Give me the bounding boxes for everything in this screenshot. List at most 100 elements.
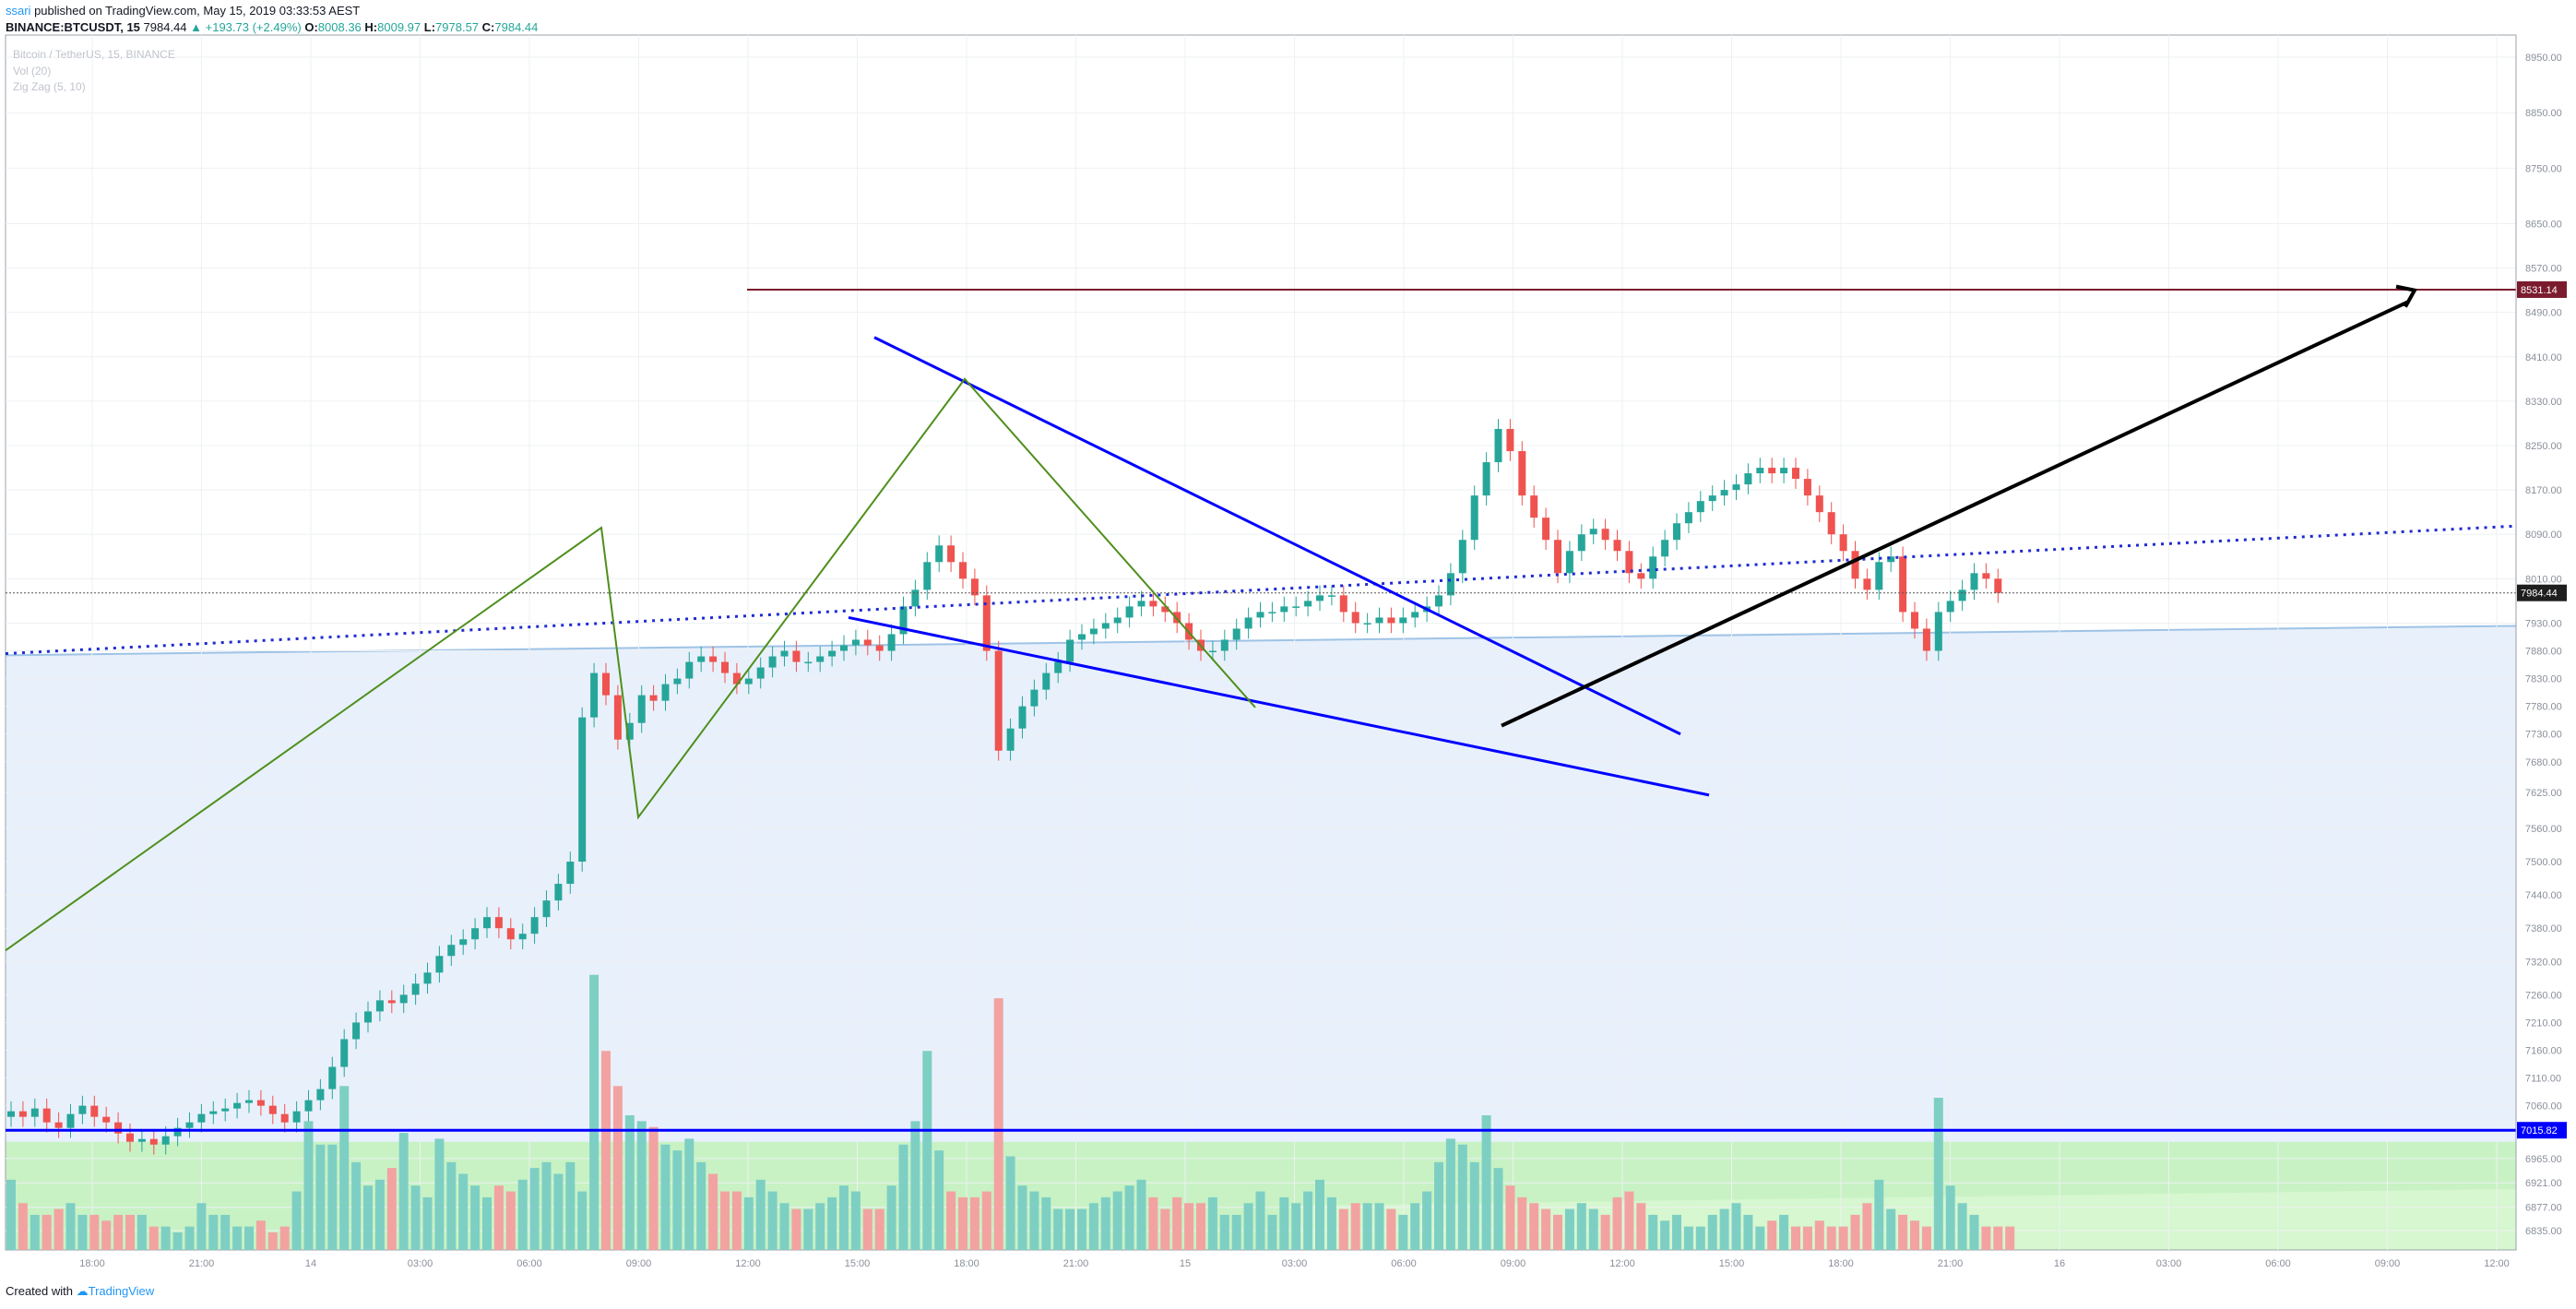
volume-bar [363, 1185, 373, 1250]
candle-body [1994, 578, 2002, 593]
volume-bar [1124, 1185, 1134, 1250]
volume-bar [1410, 1203, 1420, 1250]
high-label: H: [364, 20, 378, 34]
candle-body [1066, 639, 1074, 662]
candle-body [1577, 534, 1585, 552]
x-tick-label: 12:00 [2484, 1258, 2510, 1269]
candle-body [1375, 617, 1383, 624]
volume-bar [1148, 1196, 1158, 1250]
wedge-lower-line [848, 615, 1710, 797]
legend-zigzag: Zig Zag (5, 10) [13, 80, 86, 93]
volume-bar [434, 1138, 445, 1250]
candle-body [1744, 473, 1752, 485]
volume-bar [1434, 1161, 1443, 1250]
volume-bar [1196, 1203, 1205, 1250]
volume-bar [612, 1086, 623, 1250]
candle-body [1565, 551, 1573, 574]
candle-body [673, 678, 682, 684]
volume-bar [541, 1161, 552, 1250]
target-price-tag: 8531.14 [2521, 285, 2558, 296]
symbol-label: BINANCE:BTCUSDT, 15 [6, 20, 140, 34]
candle-body [7, 1111, 15, 1117]
candle-body [364, 1011, 372, 1023]
target-arrowhead [2395, 284, 2418, 308]
candle-body [1506, 428, 1514, 452]
volume-bar [648, 1126, 659, 1250]
candle-body [245, 1100, 253, 1103]
volume-bar [279, 1226, 290, 1250]
volume-bar [1184, 1203, 1194, 1250]
volume-bar [553, 1173, 564, 1250]
volume-bar [1255, 1191, 1265, 1250]
legend-volume: Vol (20) [13, 65, 52, 77]
candle-body [1399, 617, 1407, 624]
candle-body [90, 1105, 99, 1117]
volume-bar [1541, 1208, 1551, 1250]
candle-body [1601, 529, 1609, 541]
volume-bar [1683, 1226, 1693, 1250]
candle-body [994, 650, 1003, 751]
volume-bar [815, 1203, 825, 1250]
volume-bar [291, 1191, 302, 1250]
volume-bar [1207, 1196, 1217, 1250]
volume-bar [684, 1138, 694, 1250]
footer-brand[interactable]: TradingView [88, 1284, 155, 1298]
volume-bar [1493, 1168, 1503, 1250]
volume-bar [1588, 1208, 1598, 1250]
candle-body [471, 928, 480, 940]
target-price-tag-bg [2517, 280, 2567, 298]
x-tick-label: 03:00 [408, 1258, 433, 1269]
candle-body [102, 1116, 111, 1123]
volume-bar [1065, 1208, 1075, 1250]
y-tick-label: 8850.00 [2525, 108, 2562, 119]
candle-body [518, 934, 527, 940]
volume-bar [1921, 1226, 1931, 1250]
candle-body [1125, 606, 1134, 618]
candle-body [1494, 428, 1502, 463]
candle-body [1708, 495, 1716, 502]
volume-bar [720, 1191, 730, 1250]
candle-body [1780, 468, 1788, 474]
volume-bar [1755, 1226, 1765, 1250]
candle-body [887, 634, 896, 651]
candle-body [1827, 512, 1835, 535]
candle-body [1673, 523, 1680, 541]
volume-bar [1505, 1185, 1515, 1250]
y-tick-label: 7210.00 [2525, 1017, 2562, 1029]
volume-bar [1029, 1191, 1039, 1250]
volume-bar [743, 1196, 754, 1250]
candle-body [233, 1102, 242, 1109]
candle-body [304, 1100, 313, 1112]
volume-bar [981, 1191, 991, 1250]
candle-body [1756, 468, 1764, 474]
volume-bar [1874, 1179, 1884, 1250]
volume-bar [410, 1185, 421, 1250]
volume-bar [1445, 1138, 1455, 1250]
volume-bar [1564, 1208, 1574, 1250]
y-tick-label: 7160.00 [2525, 1046, 2562, 1057]
candle-body [1363, 623, 1371, 625]
volume-bar [731, 1191, 742, 1250]
candle-body [625, 722, 634, 740]
volume-bar [946, 1191, 956, 1250]
candle-body [1899, 556, 1907, 613]
volume-bar [1398, 1214, 1408, 1250]
candle-body [1637, 573, 1645, 579]
volume-bar [1077, 1208, 1086, 1250]
volume-bar [672, 1150, 683, 1250]
candle-body [435, 956, 444, 973]
author-link[interactable]: ssari [6, 4, 31, 18]
y-tick-label: 8570.00 [2525, 264, 2562, 275]
y-tick-label: 8650.00 [2525, 219, 2562, 230]
candle-body [1803, 479, 1811, 496]
volume-bar [1862, 1203, 1872, 1250]
x-tick-label: 21:00 [1938, 1258, 1964, 1269]
candle-body [554, 884, 563, 901]
volume-bar [1886, 1208, 1896, 1250]
candle-body [54, 1122, 63, 1128]
x-tick-label: 06:00 [1391, 1258, 1417, 1269]
zigzag-line [5, 377, 1256, 952]
candle-body [1101, 623, 1110, 629]
volume-bar [1695, 1226, 1705, 1250]
